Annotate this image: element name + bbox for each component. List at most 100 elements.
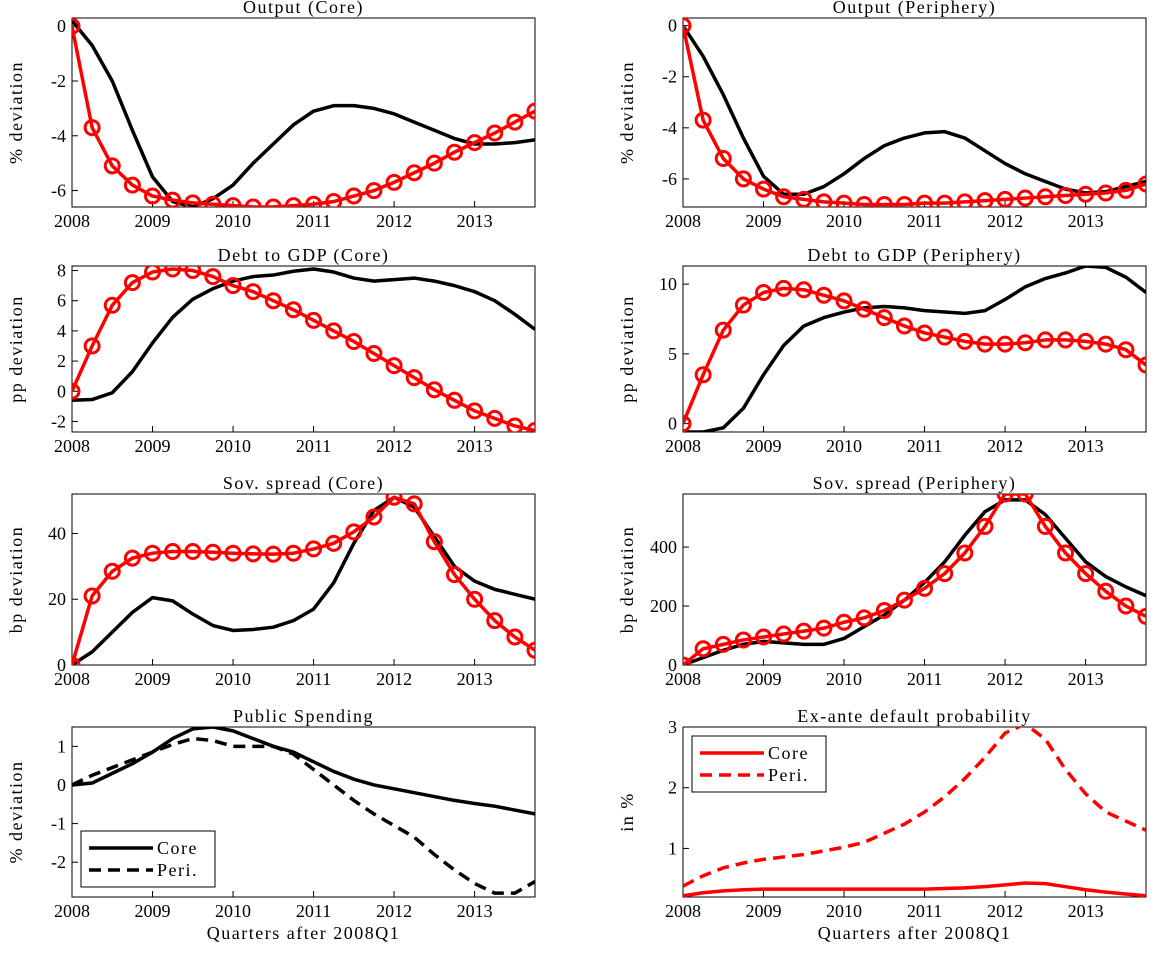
marker <box>466 402 484 420</box>
marker <box>345 187 363 205</box>
x-tick-label: 2013 <box>457 669 493 689</box>
marker <box>425 533 443 551</box>
marker <box>1137 607 1146 625</box>
marker <box>345 332 363 350</box>
y-axis-label: in % <box>617 792 637 832</box>
panel-title: Output (Core) <box>243 0 364 18</box>
plot-area <box>683 18 1146 207</box>
marker <box>936 565 954 583</box>
panel: 2008 2009 2010 2011 2012 2013 0 200 400 Sov. spre… <box>617 473 1147 689</box>
marker <box>1137 356 1146 374</box>
panel: 2008 2009 2010 2011 2012 2013 -6 -4 -2 0 Output (P… <box>617 0 1147 231</box>
marker <box>734 631 752 649</box>
marker <box>526 102 535 120</box>
marker <box>775 188 793 206</box>
marker <box>284 544 302 562</box>
x-tick-label: 2011 <box>907 901 942 921</box>
marker <box>123 549 141 567</box>
y-tick-label: 1 <box>668 838 677 858</box>
y-tick-label: 6 <box>57 291 66 311</box>
x-tick-label: 2009 <box>135 436 171 456</box>
marker <box>224 544 242 562</box>
marker <box>284 197 302 207</box>
marker <box>1036 188 1054 206</box>
marker <box>325 534 343 552</box>
marker <box>305 195 323 207</box>
x-tick-label: 2009 <box>746 436 782 456</box>
y-tick-label: 0 <box>668 414 677 434</box>
y-tick-label: 3 <box>668 717 677 737</box>
x-tick-label: 2010 <box>215 211 251 231</box>
marker <box>466 134 484 152</box>
y-axis-label: % deviation <box>6 61 26 164</box>
panel-title: Debt to GDP (Periphery) <box>807 245 1021 266</box>
panel-title: Debt to GDP (Core) <box>218 245 390 266</box>
y-tick-label: -1 <box>51 814 66 834</box>
marker <box>1097 582 1115 600</box>
panel-title: Public Spending <box>233 706 374 726</box>
marker <box>506 113 524 131</box>
plot-area <box>72 266 535 432</box>
x-tick-label: 2008 <box>54 436 90 456</box>
marker <box>144 266 162 281</box>
marker <box>365 345 383 363</box>
x-tick-label: 2010 <box>826 436 862 456</box>
y-axis-label: % deviation <box>617 61 637 164</box>
x-tick-label: 2009 <box>135 901 171 921</box>
marker <box>224 277 242 295</box>
marker <box>385 173 403 191</box>
x-tick-label: 2008 <box>665 211 701 231</box>
x-tick-label: 2009 <box>135 211 171 231</box>
marker <box>526 641 535 659</box>
panel: 2008 2009 2010 2011 2012 2013 1 2 3 Ex-ante defau… <box>617 706 1147 943</box>
y-tick-label: 2 <box>668 778 677 798</box>
marker <box>385 357 403 375</box>
y-tick-label: -6 <box>662 169 677 189</box>
x-tick-label: 2012 <box>376 436 412 456</box>
x-tick-label: 2009 <box>746 211 782 231</box>
series-line <box>683 494 1146 665</box>
marker <box>835 292 853 310</box>
axes-frame <box>682 17 1147 208</box>
marker <box>895 591 913 609</box>
x-tick-label: 2011 <box>907 211 942 231</box>
y-tick-label: -4 <box>51 126 66 146</box>
marker <box>184 543 202 561</box>
panel: 2008 2009 2010 2011 2012 2013 -2 -1 0 1 Public Spe… <box>6 706 536 943</box>
x-tick-label: 2011 <box>907 436 942 456</box>
y-tick-label: -2 <box>51 71 66 91</box>
x-tick-label: 2012 <box>987 669 1023 689</box>
marker <box>815 286 833 304</box>
marker <box>714 321 732 339</box>
panel-title: Sov. spread (Periphery) <box>813 473 1017 494</box>
y-axis-label: pp deviation <box>6 295 26 402</box>
marker <box>916 194 934 207</box>
x-tick-label: 2008 <box>54 901 90 921</box>
marker <box>795 622 813 640</box>
series-line <box>72 267 535 432</box>
marker <box>875 195 893 207</box>
marker <box>936 328 954 346</box>
x-tick-label: 2012 <box>987 901 1023 921</box>
plot-area <box>683 494 1146 665</box>
x-axis-label: Quarters after 2008Q1 <box>207 923 400 943</box>
series-line <box>72 736 535 895</box>
y-tick-label: 5 <box>668 344 677 364</box>
legend-label: Peri. <box>768 765 809 785</box>
marker <box>956 544 974 562</box>
marker <box>1077 185 1095 203</box>
marker <box>425 381 443 399</box>
legend-label: Peri. <box>157 860 198 880</box>
marker <box>365 182 383 200</box>
marker <box>734 170 752 188</box>
marker <box>405 495 423 513</box>
series-line <box>683 881 1146 897</box>
x-tick-label: 2008 <box>665 669 701 689</box>
series-line <box>72 19 535 207</box>
plot-area <box>72 18 535 207</box>
series-line <box>683 25 1146 207</box>
marker <box>1097 184 1115 202</box>
